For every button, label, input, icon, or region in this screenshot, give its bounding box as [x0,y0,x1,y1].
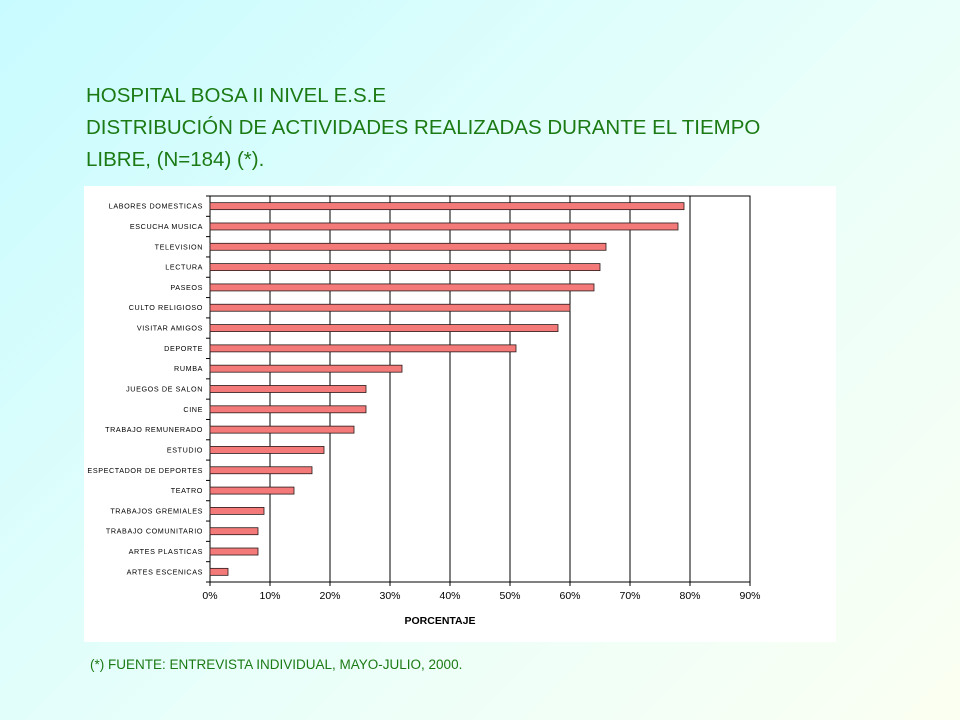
category-label: TEATRO [171,486,203,495]
bar [209,466,313,475]
bar [209,506,265,515]
category-label: TRABAJO COMUNITARIO [106,527,203,536]
category-label: DEPORTE [164,344,203,353]
bar [209,527,259,536]
category-label: TRABAJO REMUNERADO [105,425,203,434]
category-label: CINE [183,405,203,414]
category-label: RUMBA [174,364,203,373]
bar [209,446,325,454]
category-label: ARTES PLASTICAS [129,547,203,556]
category-label: CULTO RELIGIOSO [129,303,203,312]
bar [209,222,679,231]
bar [209,547,259,556]
bar [209,425,355,434]
title-line-2: DISTRIBUCIÓN DE ACTIVIDADES REALIZADAS D… [86,116,761,139]
x-tick-label: 70% [619,590,640,602]
x-tick-label: 0% [202,590,217,602]
x-tick-label: 40% [439,590,460,602]
bar [209,324,559,332]
title-line-1: HOSPITAL BOSA II NIVEL E.S.E [86,84,387,107]
category-label: JUEGOS DE SALON [126,385,203,394]
bar [209,202,685,211]
category-label: LABORES DOMESTICAS [109,202,203,211]
category-label: ESCUCHA MUSICA [130,222,203,231]
category-label: ARTES ESCENICAS [127,567,203,576]
x-axis-title: PORCENTAJE [405,615,476,627]
category-label: ESPECTADOR DE DEPORTES [87,466,203,475]
x-tick-label: 50% [499,590,520,602]
chart-panel: 0% 10% 20% 30% 40% 50% 60% 70% 80% 90% LABORES DOM… [84,186,836,642]
category-label: LECTURA [165,263,203,272]
bar [209,567,229,576]
bar-chart: 0% 10% 20% 30% 40% 50% 60% 70% 80% 90% LABORES DOM… [87,195,761,627]
bar [209,283,595,292]
bar [209,405,367,414]
category-label: TELEVISION [155,242,203,251]
category-label: ESTUDIO [167,445,203,454]
bar [209,344,517,353]
x-tick-label: 60% [559,590,580,602]
bar [209,303,571,312]
chart-title: HOSPITAL BOSA II NIVEL E.S.E DISTRIBUCIÓ… [86,80,906,176]
bar [209,263,601,272]
x-tick-label: 90% [739,590,760,602]
x-tick-label: 20% [319,590,340,602]
bar [209,385,367,393]
x-tick-label: 80% [679,590,700,602]
category-label: VISITAR AMIGOS [137,324,203,333]
title-line-3: LIBRE, (N=184) (*). [86,148,265,171]
source-footnote: (*) FUENTE: ENTREVISTA INDIVIDUAL, MAYO-… [90,657,463,672]
category-label: PASEOS [170,283,203,292]
bar [209,364,403,373]
bar [209,242,607,251]
x-tick-label: 30% [379,590,400,602]
category-label: TRABAJOS GREMIALES [110,506,203,515]
bar [209,486,295,495]
x-tick-label: 10% [259,590,280,602]
